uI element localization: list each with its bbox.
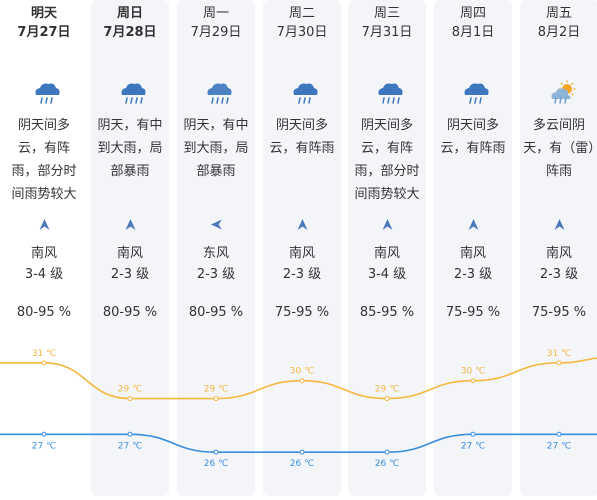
wind-direction-icon — [38, 216, 51, 230]
low-temp-label: 26 ℃ — [375, 459, 399, 469]
wind-level-label: 2-3 级 — [110, 267, 150, 282]
low-temp-line — [0, 433, 597, 453]
humidity-label: 85-95 % — [359, 305, 415, 320]
humidity-label: 75-95 % — [445, 305, 501, 320]
weekday-label: 周一 — [202, 6, 229, 21]
weekday-label: 周四 — [459, 6, 486, 21]
high-temp-label: 29 ℃ — [204, 385, 228, 395]
wind-direction-label: 南风 — [30, 246, 57, 261]
cloud-heavy-rain-icon — [118, 80, 148, 106]
high-temp-point — [299, 378, 305, 384]
wind-direction-icon — [210, 216, 223, 230]
day-column[interactable]: 周二 7月30日阴天间多云，有阵雨南风 2-3 级 75-95 % — [263, 0, 341, 496]
sun-cloud-rain-icon — [547, 80, 577, 106]
high-temp-point — [384, 396, 390, 402]
cloud-storm-rain-icon — [204, 80, 234, 106]
high-temp-point — [213, 396, 219, 402]
wind-direction-icon — [124, 216, 137, 230]
weather-description: 阴天，有中到大雨，局部暴雨 — [97, 118, 163, 179]
wind-direction-label: 南风 — [373, 246, 400, 261]
cloud-rain-icon — [290, 80, 320, 106]
weekday-label: 明天 — [30, 6, 57, 21]
weekday-label: 周二 — [288, 6, 315, 21]
high-temp-label: 30 ℃ — [461, 367, 485, 377]
wind-level-label: 3-4 级 — [24, 267, 64, 282]
day-column[interactable]: 周日 7月28日阴天，有中到大雨，局部暴雨南风 2-3 级 80-95 % — [91, 0, 169, 496]
wind-direction-label: 南风 — [545, 246, 572, 261]
weather-description: 阴天间多云，有阵雨 — [440, 118, 506, 156]
high-temp-line — [0, 357, 597, 400]
low-temp-point — [299, 449, 305, 455]
high-temp-label: 31 ℃ — [547, 349, 571, 359]
low-temp-label: 27 ℃ — [118, 441, 142, 451]
weekday-label: 周三 — [373, 6, 400, 21]
day-column[interactable]: 明天 7月27日阴天间多云，有阵雨，部分时间雨势较大南风 3-4 级 80-95 % — [5, 0, 83, 496]
day-column[interactable]: 周一 7月29日阴天，有中到大雨，局部暴雨东风 2-3 级 80-95 % — [177, 0, 255, 496]
humidity-label: 75-95 % — [531, 305, 587, 320]
low-temp-point — [41, 431, 47, 437]
weekday-label: 周五 — [545, 6, 572, 21]
wind-direction-label: 南风 — [459, 246, 486, 261]
low-temp-label: 27 ℃ — [461, 441, 485, 451]
date-label: 8月2日 — [537, 25, 581, 40]
date-label: 7月28日 — [103, 25, 157, 40]
wind-level-label: 2-3 级 — [196, 267, 236, 282]
low-temp-label: 27 ℃ — [32, 441, 56, 451]
wind-direction-label: 南风 — [116, 246, 143, 261]
low-temp-label: 26 ℃ — [290, 459, 314, 469]
humidity-label: 80-95 % — [16, 305, 72, 320]
wind-direction-icon — [553, 216, 566, 230]
low-temp-point — [213, 449, 219, 455]
high-temp-label: 30 ℃ — [290, 367, 314, 377]
date-label: 7月29日 — [190, 25, 242, 40]
weather-description: 阴天，有中到大雨，局部暴雨 — [183, 118, 249, 179]
cloud-rain-icon — [32, 80, 62, 106]
humidity-label: 75-95 % — [274, 305, 330, 320]
date-label: 7月27日 — [17, 25, 71, 40]
low-temp-point — [556, 431, 562, 437]
wind-direction-icon — [381, 216, 394, 230]
high-temp-point — [41, 360, 47, 366]
wind-level-label: 2-3 级 — [453, 267, 493, 282]
high-temp-point — [127, 396, 133, 402]
date-label: 7月30日 — [276, 25, 328, 40]
day-column[interactable]: 周五 8月2日多云间阴天，有（雷）阵雨南风 2-3 级 75-95 % — [520, 0, 597, 496]
weather-description: 阴天间多云，有阵雨 — [269, 118, 335, 156]
low-temp-point — [127, 431, 133, 437]
low-temp-label: 27 ℃ — [547, 441, 571, 451]
weather-description: 阴天间多云，有阵雨，部分时间雨势较大 — [11, 118, 77, 202]
high-temp-point — [470, 378, 476, 384]
high-temp-point — [556, 360, 562, 366]
cloud-rain-icon — [461, 80, 491, 106]
humidity-label: 80-95 % — [102, 305, 158, 320]
low-temp-point — [384, 449, 390, 455]
high-temp-label: 29 ℃ — [118, 385, 142, 395]
wind-direction-icon — [467, 216, 480, 230]
day-column[interactable]: 周四 8月1日阴天间多云，有阵雨南风 2-3 级 75-95 % — [434, 0, 512, 496]
high-temp-label: 31 ℃ — [32, 349, 56, 359]
weather-description: 阴天间多云，有阵雨，部分时间雨势较大 — [354, 118, 420, 202]
weather-description: 多云间阴天，有（雷）阵雨 — [523, 118, 595, 179]
wind-direction-icon — [296, 216, 309, 230]
low-temp-point — [470, 431, 476, 437]
wind-level-label: 3-4 级 — [367, 267, 407, 282]
wind-direction-label: 东风 — [202, 246, 229, 261]
high-temp-label: 29 ℃ — [375, 385, 399, 395]
humidity-label: 80-95 % — [188, 305, 244, 320]
wind-direction-label: 南风 — [288, 246, 315, 261]
day-column[interactable]: 周三 7月31日阴天间多云，有阵雨，部分时间雨势较大南风 3-4 级 85-95 % — [348, 0, 426, 496]
wind-level-label: 2-3 级 — [282, 267, 322, 282]
cloud-heavy-rain-icon — [375, 80, 405, 106]
weekday-label: 周日 — [116, 6, 143, 21]
low-temp-label: 26 ℃ — [204, 459, 228, 469]
date-label: 7月31日 — [361, 25, 413, 40]
date-label: 8月1日 — [451, 25, 495, 40]
wind-level-label: 2-3 级 — [539, 267, 579, 282]
